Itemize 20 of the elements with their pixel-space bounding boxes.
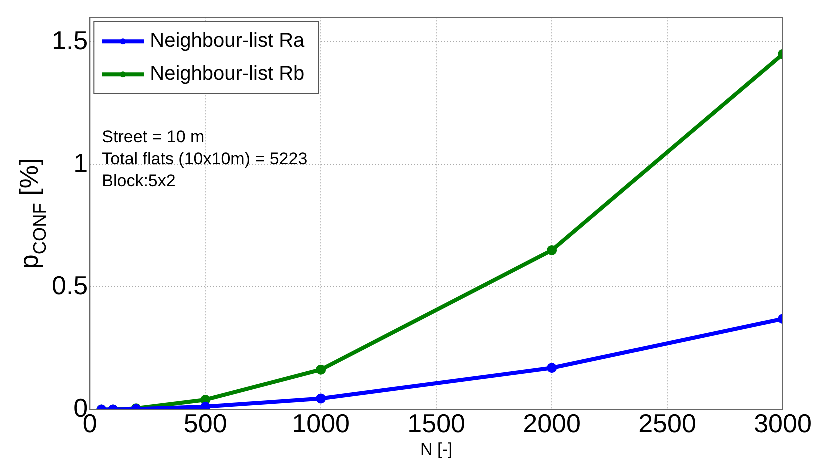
point bbox=[200, 402, 211, 410]
annotation: Block:5x2 bbox=[102, 172, 176, 191]
x-tick-label: 1000 bbox=[292, 408, 350, 439]
x-tick-label: 500 bbox=[184, 408, 228, 439]
annotation: Street = 10 m bbox=[102, 128, 205, 147]
x-axis-title: N [-] bbox=[420, 440, 453, 459]
legend-label: Neighbour-list Rb bbox=[150, 63, 305, 86]
x-tick-label: 2000 bbox=[523, 408, 581, 439]
x-tick-label: 3000 bbox=[754, 408, 812, 439]
x-tick-label: 1500 bbox=[408, 408, 466, 439]
y-tick-label: 0.5 bbox=[52, 270, 88, 300]
point bbox=[316, 394, 326, 404]
point bbox=[200, 394, 211, 405]
y-tick-label: 1 bbox=[74, 148, 88, 178]
annotation: Total flats (10x10m) = 5223 bbox=[102, 150, 308, 169]
point bbox=[316, 364, 326, 375]
x-tick-label: 2500 bbox=[638, 408, 696, 439]
legend-label: Neighbour-list Ra bbox=[150, 30, 306, 52]
y-axis-title: pCONF [%] bbox=[14, 158, 50, 270]
y-tick-label: 1.5 bbox=[52, 25, 88, 56]
